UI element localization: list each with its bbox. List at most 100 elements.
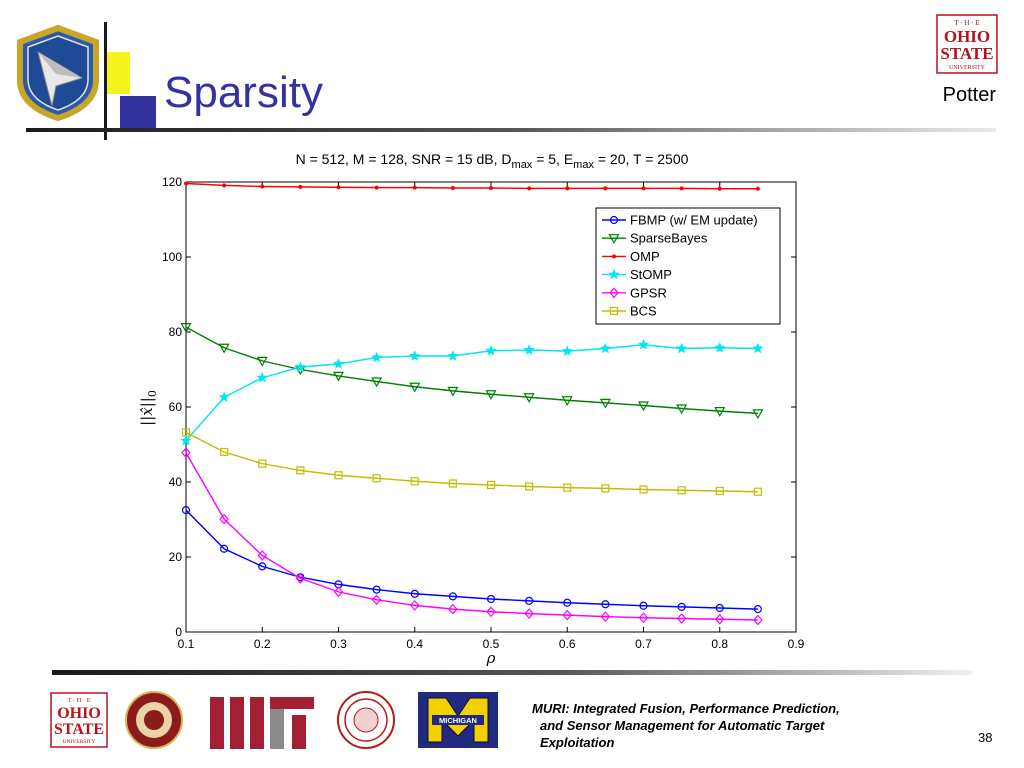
data-point: [181, 428, 191, 437]
footer-line-2: and Sensor Management for Automatic Targ…: [540, 718, 825, 733]
legend-label: OMP: [630, 249, 660, 264]
data-point: [294, 361, 306, 372]
x-tick-label: 0.6: [559, 637, 576, 651]
data-point: [523, 393, 535, 403]
data-point: [714, 407, 726, 417]
data-point: [485, 390, 497, 400]
data-point: [257, 550, 268, 561]
data-point: [486, 480, 496, 490]
data-point: [256, 371, 268, 383]
data-point: [677, 486, 686, 495]
data-point: [336, 185, 341, 190]
sparsity-chart: N = 512, M = 128, SNR = 15 dB, Dmax = 5,…: [138, 151, 805, 667]
data-point: [220, 544, 229, 553]
legend-marker: [609, 306, 619, 316]
data-point: [561, 396, 573, 406]
x-tick-label: 0.7: [635, 637, 652, 651]
legend-entry: FBMP (w/ EM update): [602, 213, 758, 228]
data-point: [752, 409, 764, 420]
data-point: [525, 482, 534, 491]
legend-marker: [608, 268, 620, 280]
data-point: [486, 594, 496, 604]
osu-logo-state: STATE: [940, 44, 993, 63]
accent-blue-square: [120, 96, 156, 130]
data-point: [755, 186, 760, 191]
data-point: [717, 186, 722, 191]
header-horizontal-rule: [26, 128, 996, 132]
data-point: [410, 589, 419, 598]
legend-entry: SparseBayes: [602, 231, 708, 246]
data-point: [447, 386, 459, 397]
data-point: [448, 479, 457, 488]
data-point: [600, 611, 611, 623]
data-point: [676, 613, 687, 624]
florida-state-seal: [125, 691, 183, 749]
legend-label: SparseBayes: [630, 231, 708, 246]
data-point: [371, 594, 382, 606]
series-line: [185, 452, 758, 621]
data-point: [638, 612, 649, 624]
data-point: [524, 608, 534, 620]
cornell-seal: [337, 691, 395, 749]
data-point: [753, 614, 763, 626]
osu-logo-ohio: OHIO: [944, 27, 990, 46]
data-point: [409, 599, 420, 611]
data-point: [489, 186, 493, 190]
afrl-logo: [17, 24, 99, 122]
data-point: [679, 186, 684, 191]
footer-line-3: Exploitation: [540, 735, 615, 750]
legend-marker: [612, 254, 616, 259]
header-vertical-rule: [104, 22, 107, 140]
data-point: [639, 485, 648, 494]
data-point: [714, 613, 725, 625]
osu-footer-university: UNIVERSITY: [63, 739, 96, 745]
data-point: [332, 358, 345, 369]
x-axis-label: ρ: [486, 649, 496, 667]
series-gpsr: [181, 447, 763, 626]
accent-yellow-square: [106, 52, 130, 94]
data-point: [601, 600, 610, 609]
series-omp: [184, 181, 760, 191]
data-point: [715, 486, 724, 496]
legend-entry: StOMP: [602, 267, 672, 282]
data-point: [258, 459, 267, 468]
y-tick-label: 0: [175, 625, 182, 639]
osu-logo-university: UNIVERSITY: [949, 65, 986, 71]
data-point: [448, 603, 458, 615]
data-point: [753, 605, 762, 614]
data-point: [563, 598, 572, 607]
data-point: [409, 350, 421, 361]
data-point: [523, 344, 535, 355]
footer-project-title: MURI: Integrated Fusion, Performance Pre…: [532, 700, 912, 751]
page-number: 38: [978, 730, 993, 745]
data-point: [527, 186, 532, 191]
data-point: [332, 371, 345, 382]
data-point: [637, 338, 650, 350]
series-sparsebayes: [180, 323, 764, 420]
data-point: [450, 186, 455, 190]
data-point: [218, 391, 230, 402]
data-point: [222, 183, 227, 188]
legend-entry: BCS: [602, 304, 657, 319]
data-point: [219, 513, 229, 525]
data-point: [565, 186, 570, 191]
michigan-logo-text: MICHIGAN: [439, 716, 477, 725]
osu-footer-state: STATE: [54, 721, 104, 738]
data-point: [295, 572, 306, 584]
data-point: [562, 609, 573, 621]
legend-marker: [609, 215, 619, 225]
data-point: [486, 606, 496, 618]
data-point: [639, 601, 648, 610]
data-point: [260, 184, 265, 189]
mit-logo: [210, 697, 314, 749]
series-line: [185, 326, 758, 415]
x-tick-label: 0.5: [483, 637, 500, 651]
legend-marker: [609, 287, 619, 299]
legend-label: FBMP (w/ EM update): [630, 213, 758, 228]
data-point: [752, 342, 764, 354]
series-line: [185, 182, 758, 190]
x-tick-label: 0.3: [330, 637, 347, 651]
data-point: [409, 382, 421, 393]
michigan-logo: MICHIGAN: [418, 692, 498, 748]
y-tick-label: 120: [162, 175, 182, 189]
